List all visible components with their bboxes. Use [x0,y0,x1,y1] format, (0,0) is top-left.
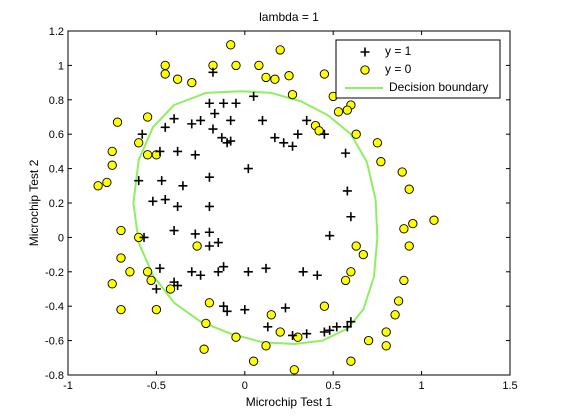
negative-point [267,311,275,319]
x-axis-label: Microchip Test 1 [246,395,333,409]
negative-point [232,61,240,69]
negative-point [135,139,143,147]
negative-point [126,268,134,276]
negative-point [359,250,367,258]
negative-point [276,328,284,336]
y-tick-label: 0.4 [49,164,64,176]
x-tick-label: 1.5 [502,380,517,392]
negative-point [276,46,284,54]
negative-point [193,242,201,250]
negative-point [430,216,438,224]
negative-point [161,70,169,78]
negative-point [364,336,372,344]
negative-point [347,357,355,365]
negative-point [294,333,302,341]
y-tick-label: -0.2 [45,267,64,279]
negative-point [147,276,155,284]
negative-point [94,182,102,190]
negative-point [143,151,151,159]
negative-point [249,357,257,365]
negative-point [320,302,328,310]
y-tick-label: 0.8 [49,95,64,107]
negative-point [405,242,413,250]
negative-point [394,297,402,305]
y-tick-label: 0 [58,232,64,244]
negative-point [255,61,263,69]
negative-point [382,328,390,336]
negative-point [108,280,116,288]
negative-point [341,276,349,284]
negative-point [343,106,351,114]
x-tick-label: -0.5 [147,380,166,392]
negative-point [352,242,360,250]
y-tick-label: -0.4 [45,301,64,313]
negative-point [382,342,390,350]
legend-marker-negative [361,66,369,74]
negative-point [409,219,417,227]
chart-title: lambda = 1 [259,10,319,24]
negative-point [173,75,181,83]
negative-point [262,73,270,81]
negative-point [262,342,270,350]
negative-point [232,333,240,341]
legend-label-negative: y = 0 [385,62,412,76]
legend-label-positive: y = 1 [385,44,412,58]
negative-point [288,90,296,98]
negative-point [161,61,169,69]
negative-point [391,311,399,319]
negative-point [320,70,328,78]
negative-point [143,113,151,121]
y-tick-label: -0.8 [45,370,64,382]
negative-point [117,305,125,313]
negative-point [108,161,116,169]
negative-point [200,345,208,353]
legend: y = 1 y = 0 Decision boundary [336,40,500,98]
y-tick-label: 0.6 [49,129,64,141]
negative-point [108,147,116,155]
negative-point [227,41,235,49]
negative-point [202,319,210,327]
negative-point [271,75,279,83]
y-tick-label: 1 [58,60,64,72]
negative-point [113,118,121,126]
negative-point [290,366,298,374]
x-tick-label: 1 [419,380,425,392]
negative-point [352,130,360,138]
negative-point [143,268,151,276]
legend-label-boundary: Decision boundary [389,80,488,94]
negative-point [347,268,355,276]
x-tick-label: 0.5 [326,380,341,392]
y-axis-label: Microchip Test 2 [27,159,41,246]
y-tick-label: 0.2 [49,198,64,210]
negative-point [377,158,385,166]
negative-point [373,139,381,147]
negative-point [398,168,406,176]
negative-point [405,185,413,193]
negative-point [188,78,196,86]
negative-point [285,72,293,80]
y-tick-label: 1.2 [49,26,64,38]
negative-point [334,108,342,116]
negative-point [152,305,160,313]
negative-point [103,178,111,186]
x-tick-label: -1 [63,380,73,392]
x-tick-label: 0 [242,380,248,392]
negative-point [205,299,213,307]
negative-point [400,225,408,233]
negative-point [400,276,408,284]
y-tick-label: -0.6 [45,336,64,348]
negative-point [117,254,125,262]
negative-point [117,226,125,234]
